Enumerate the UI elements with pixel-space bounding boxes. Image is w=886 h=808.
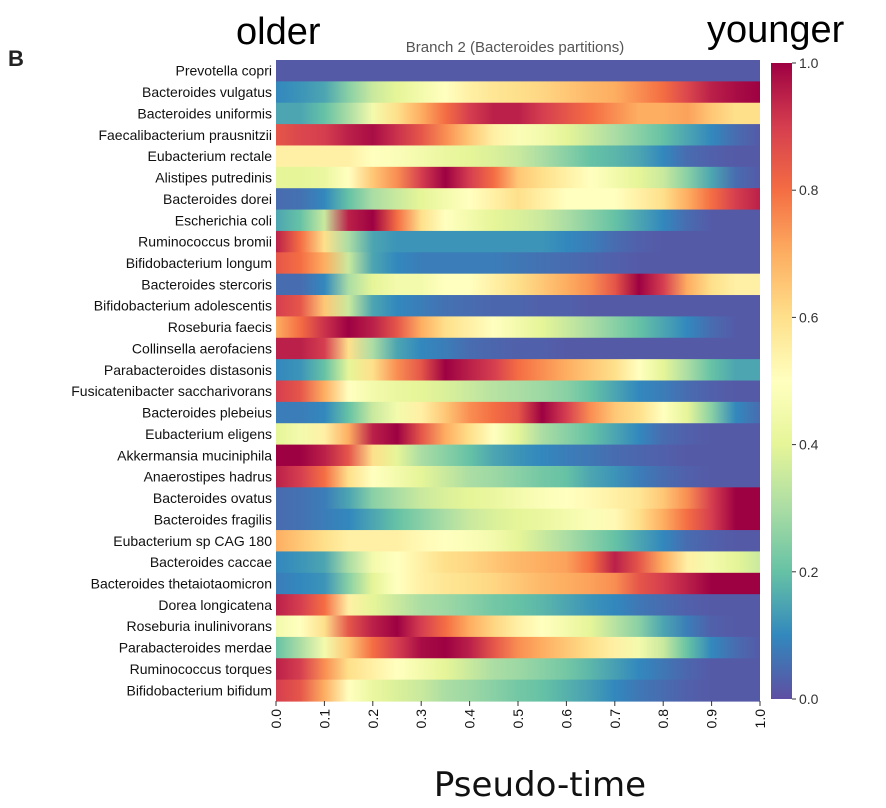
- colorbar-gradient: [771, 63, 792, 699]
- heatmap-row: [276, 444, 760, 467]
- row-label: Collinsella aerofaciens: [132, 340, 272, 356]
- heatmap-row: [276, 252, 760, 275]
- x-axis-ticks: 0.0 0.1 0.2 0.3 0.4 0.5 0.6 0.7 0.8 0.9 1.0: [268, 701, 768, 728]
- colorbar-tick-label: 0.0: [799, 691, 819, 707]
- row-label: Parabacteroides distasonis: [104, 362, 272, 378]
- row-label: Bacteroides stercoris: [141, 276, 272, 292]
- heatmap-row: [276, 145, 760, 168]
- heatmap-row: [276, 679, 760, 702]
- x-tick-label: 0.2: [365, 709, 381, 729]
- heatmap-row: [276, 658, 760, 681]
- chart-title: Branch 2 (Bacteroides partitions): [406, 39, 624, 56]
- heatmap-row: [276, 316, 760, 339]
- heatmap-row: [276, 423, 760, 446]
- x-tick-label: 0.6: [558, 709, 574, 729]
- heatmap-row: [276, 465, 760, 488]
- heatmap-row: [276, 209, 760, 232]
- heatmap-row: [276, 380, 760, 403]
- colorbar-tick-label: 1.0: [799, 55, 819, 71]
- row-label: Bacteroides fragilis: [154, 511, 272, 527]
- row-label: Parabacteroides merdae: [119, 640, 273, 656]
- heatmap-cells: [276, 60, 760, 702]
- heatmap-row: [276, 230, 760, 253]
- row-label: Escherichia coli: [175, 212, 272, 228]
- row-label: Bacteroides ovatus: [153, 490, 272, 506]
- row-label: Ruminococcus torques: [130, 661, 272, 677]
- panel-letter: B: [8, 46, 24, 71]
- row-label: Eubacterium sp CAG 180: [113, 533, 272, 549]
- x-tick-label: 0.0: [268, 709, 284, 729]
- colorbar-tick-label: 0.2: [799, 564, 819, 580]
- colorbar: 0.0 0.2 0.4 0.6 0.8 1.0: [771, 55, 819, 707]
- x-axis-label: Pseudo-time: [434, 765, 646, 805]
- heatmap-row: [276, 102, 760, 125]
- row-label: Ruminococcus bromii: [138, 234, 272, 250]
- x-tick-label: 1.0: [752, 709, 768, 729]
- row-label: Prevotella copri: [176, 63, 273, 79]
- colorbar-ticks: 0.0 0.2 0.4 0.6 0.8 1.0: [792, 55, 819, 707]
- row-label: Bacteroides dorei: [163, 191, 272, 207]
- heatmap-row: [276, 572, 760, 595]
- heatmap-row: [276, 615, 760, 638]
- row-label: Bacteroides caccae: [150, 554, 272, 570]
- row-label: Eubacterium rectale: [147, 148, 272, 164]
- row-label: Bifidobacterium longum: [126, 255, 272, 271]
- younger-annotation: younger: [707, 9, 845, 51]
- colorbar-tick-label: 0.4: [799, 437, 819, 453]
- heatmap-row: [276, 551, 760, 574]
- heatmap-row: [276, 124, 760, 147]
- heatmap-row: [276, 636, 760, 659]
- x-tick-label: 0.9: [704, 709, 720, 729]
- row-label: Bacteroides uniformis: [137, 105, 272, 121]
- row-labels: Prevotella copri Bacteroides vulgatus Bact…: [71, 63, 272, 699]
- row-label: Bifidobacterium adolescentis: [94, 298, 272, 314]
- heatmap-row: [276, 166, 760, 189]
- heatmap-row: [276, 295, 760, 317]
- x-tick-label: 0.7: [607, 709, 623, 729]
- row-label: Roseburia inulinivorans: [126, 618, 272, 634]
- row-label: Alistipes putredinis: [155, 170, 272, 186]
- row-label: Fusicatenibacter saccharivorans: [71, 383, 272, 399]
- row-label: Bifidobacterium bifidum: [126, 682, 272, 698]
- row-label: Anaerostipes hadrus: [144, 469, 272, 485]
- heatmap-row: [276, 487, 760, 510]
- row-label: Dorea longicatena: [158, 597, 272, 613]
- x-tick-label: 0.5: [510, 709, 526, 729]
- colorbar-tick-label: 0.6: [799, 309, 819, 325]
- heatmap-row: [276, 81, 760, 104]
- heatmap-row: [276, 594, 760, 617]
- row-label: Eubacterium eligens: [145, 426, 272, 442]
- colorbar-tick-label: 0.8: [799, 182, 819, 198]
- heatmap-row: [276, 273, 760, 296]
- x-tick-label: 0.1: [316, 709, 332, 729]
- x-tick-label: 0.3: [413, 709, 429, 729]
- older-annotation: older: [236, 11, 321, 53]
- row-label: Roseburia faecis: [168, 319, 272, 335]
- heatmap-row: [276, 60, 760, 82]
- row-label: Bacteroides vulgatus: [142, 84, 272, 100]
- x-tick-label: 0.4: [462, 709, 478, 729]
- heatmap-row: [276, 530, 760, 553]
- heatmap-row: [276, 359, 760, 382]
- heatmap-row: [276, 401, 760, 424]
- x-tick-label: 0.8: [655, 709, 671, 729]
- heatmap-row: [276, 188, 760, 211]
- row-label: Akkermansia muciniphila: [117, 447, 272, 463]
- heatmap-row: [276, 337, 760, 360]
- row-label: Bacteroides plebeius: [142, 405, 272, 421]
- row-label: Bacteroides thetaiotaomicron: [91, 575, 272, 591]
- heatmap-row: [276, 508, 760, 531]
- row-label: Faecalibacterium prausnitzii: [98, 127, 272, 143]
